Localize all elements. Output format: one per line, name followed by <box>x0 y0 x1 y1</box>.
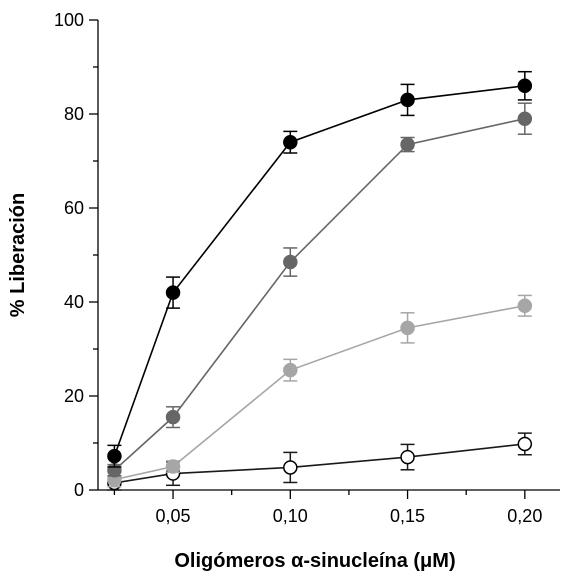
data-point <box>400 320 415 336</box>
data-point <box>165 285 181 300</box>
y-tick-label: 60 <box>64 198 84 218</box>
data-point <box>400 92 415 108</box>
data-point <box>283 362 298 378</box>
y-tick-label: 100 <box>54 10 84 30</box>
y-axis-title: % Liberación <box>7 193 29 317</box>
y-tick-label: 0 <box>74 480 84 500</box>
data-point <box>517 298 533 314</box>
data-point <box>400 449 415 465</box>
y-tick-label: 80 <box>64 104 84 124</box>
data-point <box>165 409 181 425</box>
data-point <box>283 134 298 150</box>
x-tick-label: 0,05 <box>156 506 191 526</box>
x-tick-label: 0,15 <box>390 506 425 526</box>
y-tick-label: 20 <box>64 386 84 406</box>
data-point <box>283 460 298 475</box>
data-point <box>107 448 122 464</box>
data-point <box>400 137 415 152</box>
data-point <box>517 436 533 452</box>
series-4 <box>107 70 533 468</box>
data-point <box>517 111 533 126</box>
x-tick-label: 0,20 <box>507 506 542 526</box>
x-tick-label: 0,10 <box>273 506 308 526</box>
data-point <box>283 254 298 270</box>
x-axis: 0,05 0,10 0,15 0,20 <box>98 489 560 526</box>
series-line <box>114 304 525 481</box>
x-axis-title: Oligómeros α-sinucleína (μM) <box>174 550 455 572</box>
series-2 <box>107 294 533 488</box>
y-axis: 0 20 40 60 80 100 <box>54 10 99 500</box>
data-point <box>165 459 181 474</box>
series-line <box>113 85 525 457</box>
series-layer <box>107 70 533 491</box>
data-point <box>517 78 533 94</box>
y-tick-label: 40 <box>64 292 84 312</box>
series-3 <box>107 102 533 478</box>
